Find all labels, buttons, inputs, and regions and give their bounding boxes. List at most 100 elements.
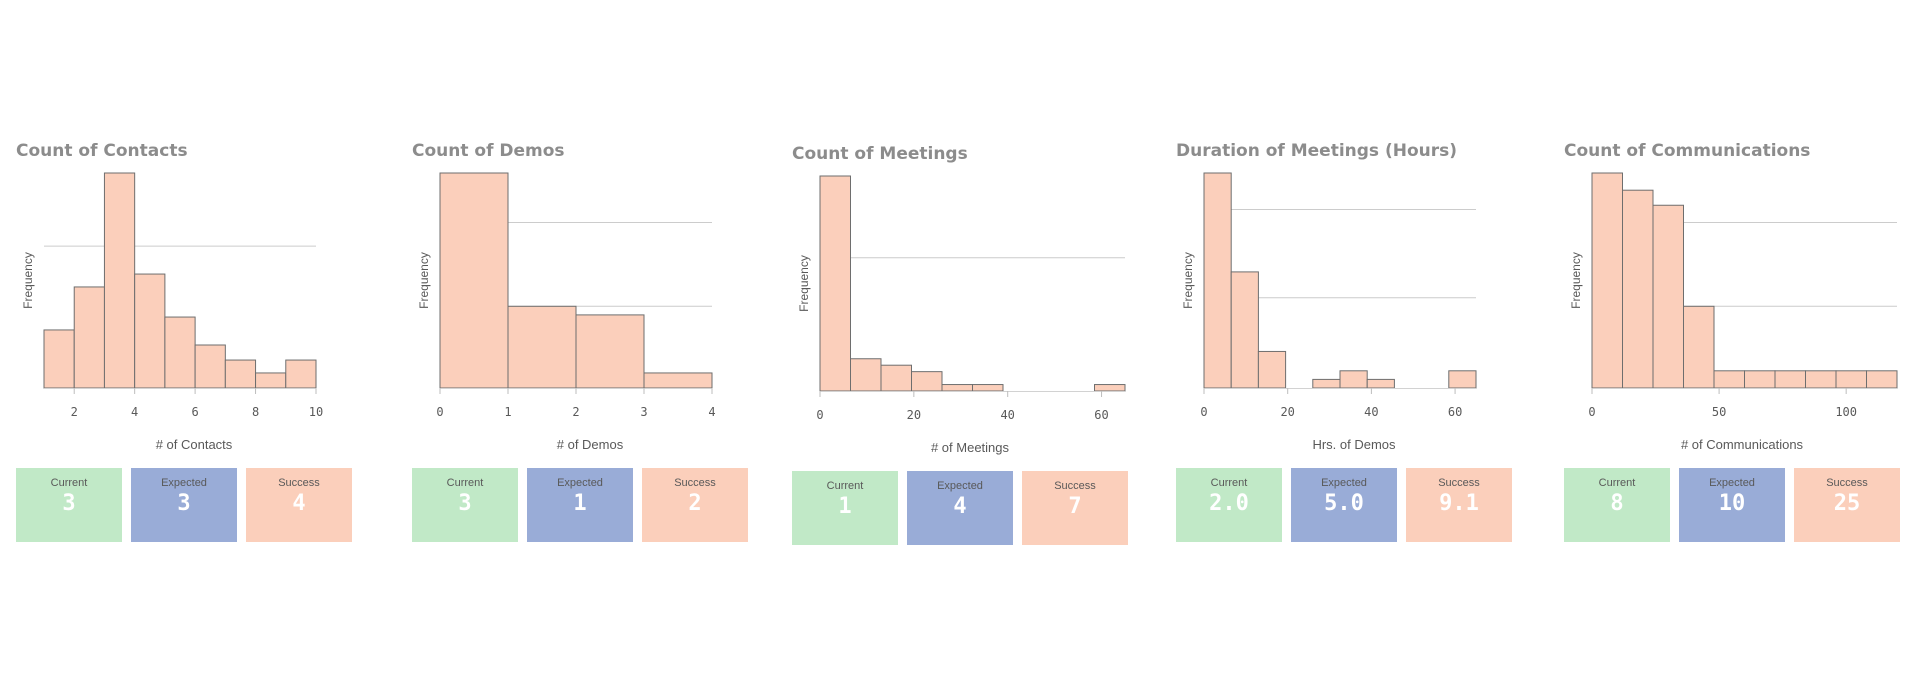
histogram-bar bbox=[507, 305, 577, 389]
histogram-bar bbox=[1094, 384, 1126, 392]
x-axis-label: # of Demos bbox=[556, 437, 624, 452]
histogram-bar bbox=[1774, 370, 1806, 389]
x-axis-label: # of Meetings bbox=[930, 440, 1010, 455]
chart-contacts: 2 4 6 8 10 Frequency bbox=[21, 172, 323, 419]
kpi-success: Success 9.1 bbox=[1406, 468, 1512, 542]
kpi-expected: Expected 10 bbox=[1679, 468, 1785, 542]
histogram-bar bbox=[164, 316, 196, 389]
histogram-bar bbox=[880, 364, 912, 392]
kpi-label: Current bbox=[50, 477, 88, 489]
kpi-value: 2 bbox=[688, 491, 702, 516]
kpi-label: Expected bbox=[1321, 477, 1367, 489]
chart-title: Count of Communications bbox=[1564, 141, 1811, 161]
kpi-label: Success bbox=[674, 477, 716, 489]
histogram-bar bbox=[255, 372, 287, 389]
x-tick-label: 10 bbox=[309, 405, 323, 419]
kpi-label: Success bbox=[1438, 477, 1480, 489]
histogram-bar bbox=[1866, 370, 1898, 389]
x-tick-label: 50 bbox=[1712, 405, 1726, 419]
histogram-bar bbox=[134, 273, 166, 389]
kpi-value: 3 bbox=[62, 491, 76, 516]
x-tick-label: 40 bbox=[1000, 408, 1014, 422]
kpi-label: Expected bbox=[161, 477, 207, 489]
kpi-value: 5.0 bbox=[1324, 491, 1364, 516]
x-tick-label: 20 bbox=[1280, 405, 1294, 419]
kpi-value: 10 bbox=[1718, 491, 1746, 516]
x-tick-label: 1 bbox=[504, 405, 511, 419]
kpi-current: Current 2.0 bbox=[1176, 468, 1282, 542]
kpi-label: Success bbox=[278, 477, 320, 489]
kpi-label: Expected bbox=[1709, 477, 1755, 489]
y-axis-label: Frequency bbox=[797, 255, 811, 312]
kpi-expected: Expected 5.0 bbox=[1291, 468, 1397, 542]
histogram-bar bbox=[850, 358, 882, 392]
kpi-value: 1 bbox=[573, 491, 587, 516]
chart-demos: 0 1 2 3 4 Frequency bbox=[417, 172, 716, 419]
kpi-value: 8 bbox=[1610, 491, 1624, 516]
chart-duration: 0 20 40 60 Frequency bbox=[1181, 172, 1477, 419]
histogram-bar bbox=[1652, 204, 1684, 389]
x-tick-label: 20 bbox=[907, 408, 921, 422]
histogram-bar bbox=[1203, 172, 1232, 389]
y-axis-label: Frequency bbox=[417, 252, 431, 309]
y-axis-label: Frequency bbox=[1569, 252, 1583, 309]
x-axis-label: # of Contacts bbox=[155, 437, 233, 452]
kpi-value: 3 bbox=[458, 491, 472, 516]
histogram-bar bbox=[439, 172, 509, 389]
chart-title: Count of Contacts bbox=[16, 141, 188, 161]
x-tick-label: 3 bbox=[640, 405, 647, 419]
histogram-bar bbox=[575, 314, 645, 389]
y-axis-label: Frequency bbox=[21, 252, 35, 309]
kpi-value: 4 bbox=[953, 494, 967, 519]
histogram-bar bbox=[73, 286, 105, 389]
histogram-bar bbox=[1713, 370, 1745, 389]
kpi-value: 9.1 bbox=[1439, 491, 1479, 516]
histogram-bar bbox=[1448, 370, 1477, 389]
kpi-current: Current 3 bbox=[16, 468, 122, 542]
x-tick-label: 0 bbox=[436, 405, 443, 419]
histogram-bar bbox=[1835, 370, 1867, 389]
kpi-expected: Expected 1 bbox=[527, 468, 633, 542]
kpi-label: Expected bbox=[557, 477, 603, 489]
x-tick-label: 6 bbox=[191, 405, 198, 419]
kpi-success: Success 25 bbox=[1794, 468, 1900, 542]
histogram-bar bbox=[1744, 370, 1776, 389]
kpi-value: 3 bbox=[177, 491, 191, 516]
chart-title: Duration of Meetings (Hours) bbox=[1176, 141, 1458, 161]
kpi-success: Success 2 bbox=[642, 468, 748, 542]
x-tick-label: 0 bbox=[1200, 405, 1207, 419]
x-tick-label: 0 bbox=[1588, 405, 1595, 419]
kpi-label: Current bbox=[1598, 477, 1636, 489]
kpi-current: Current 8 bbox=[1564, 468, 1670, 542]
x-tick-label: 100 bbox=[1835, 405, 1857, 419]
histogram-bar bbox=[194, 344, 226, 389]
kpi-label: Success bbox=[1054, 480, 1096, 492]
x-tick-label: 8 bbox=[252, 405, 259, 419]
histogram-bar bbox=[972, 384, 1004, 392]
chart-title: Count of Demos bbox=[412, 141, 565, 161]
histogram-bar bbox=[1366, 378, 1395, 389]
histogram-bar bbox=[285, 359, 317, 389]
x-axis-label: # of Communications bbox=[1680, 437, 1804, 452]
kpi-label: Expected bbox=[937, 480, 983, 492]
kpi-value: 25 bbox=[1833, 491, 1861, 516]
histogram-bar bbox=[941, 384, 973, 392]
histogram-bar bbox=[1339, 370, 1368, 389]
histogram-bar bbox=[1591, 172, 1623, 389]
histogram-bar bbox=[43, 329, 75, 389]
kpi-label: Current bbox=[826, 480, 864, 492]
kpi-value: 2.0 bbox=[1209, 491, 1249, 516]
histogram-bar bbox=[224, 359, 257, 389]
kpi-expected: Expected 3 bbox=[131, 468, 237, 542]
histogram-bar bbox=[643, 372, 713, 389]
kpi-value: 1 bbox=[838, 494, 852, 519]
chart-title: Count of Meetings bbox=[792, 144, 968, 164]
x-tick-label: 0 bbox=[816, 408, 823, 422]
kpi-value: 7 bbox=[1068, 494, 1082, 519]
x-tick-label: 60 bbox=[1094, 408, 1108, 422]
x-tick-label: 2 bbox=[71, 405, 78, 419]
chart-communications: 0 50 100 Frequency bbox=[1569, 172, 1898, 419]
histogram-bar bbox=[1230, 271, 1259, 389]
kpi-current: Current 3 bbox=[412, 468, 518, 542]
histogram-bar bbox=[1683, 305, 1715, 389]
